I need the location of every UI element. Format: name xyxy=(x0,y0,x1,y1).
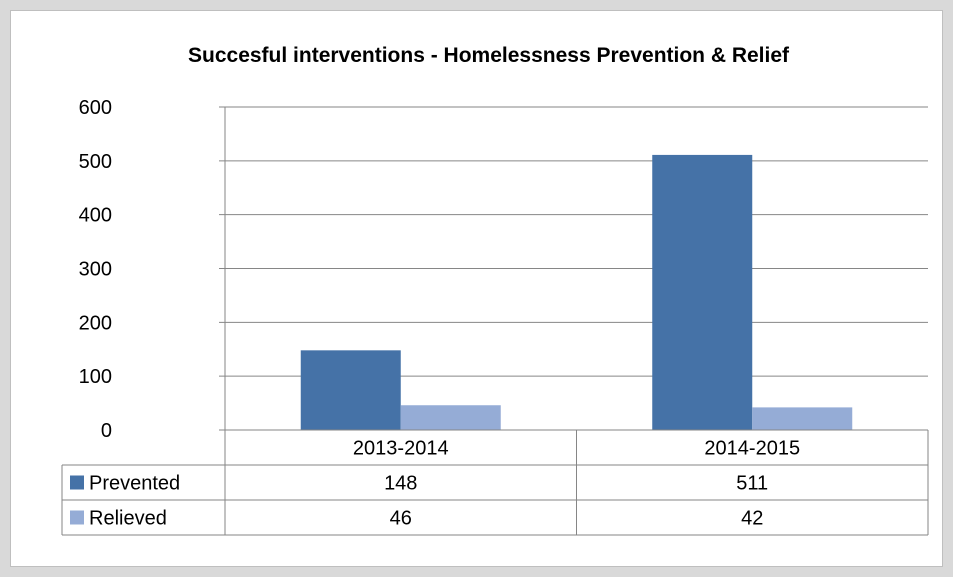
bars xyxy=(300,154,853,430)
bar-prevented-2014-2015 xyxy=(652,154,753,430)
y-tick-label: 600 xyxy=(79,97,112,119)
data-label: 42 xyxy=(741,508,763,530)
y-tick-label: 200 xyxy=(79,312,112,334)
legend-label-prevented: Prevented xyxy=(89,473,180,495)
y-tick-label: 100 xyxy=(79,366,112,388)
bar-relieved-2013-2014 xyxy=(400,405,501,430)
y-tick-label: 500 xyxy=(79,151,112,173)
x-tick-label: 2013-2014 xyxy=(353,438,449,460)
data-label: 148 xyxy=(384,473,417,495)
data-label: 511 xyxy=(736,473,768,495)
data-label: 46 xyxy=(390,508,412,530)
data-table: 2013-2014 2014-2015 Prevented 148 511 Relieve… xyxy=(61,429,929,536)
legend-label-relieved: Relieved xyxy=(89,508,167,530)
y-tick-label: 0 xyxy=(101,420,112,442)
chart-title: Succesful interventions - Homelessness P… xyxy=(188,44,790,67)
y-tick-label: 300 xyxy=(79,259,112,281)
y-tick-label: 400 xyxy=(79,205,112,227)
y-axis: 0 100 200 300 400 500 600 xyxy=(79,97,226,442)
bar-prevented-2013-2014 xyxy=(300,350,401,430)
x-tick-label: 2014-2015 xyxy=(704,438,800,460)
legend-swatch-relieved xyxy=(70,510,84,525)
chart-frame xyxy=(10,10,943,567)
bar-relieved-2014-2015 xyxy=(752,407,853,430)
legend-swatch-prevented xyxy=(70,475,84,490)
